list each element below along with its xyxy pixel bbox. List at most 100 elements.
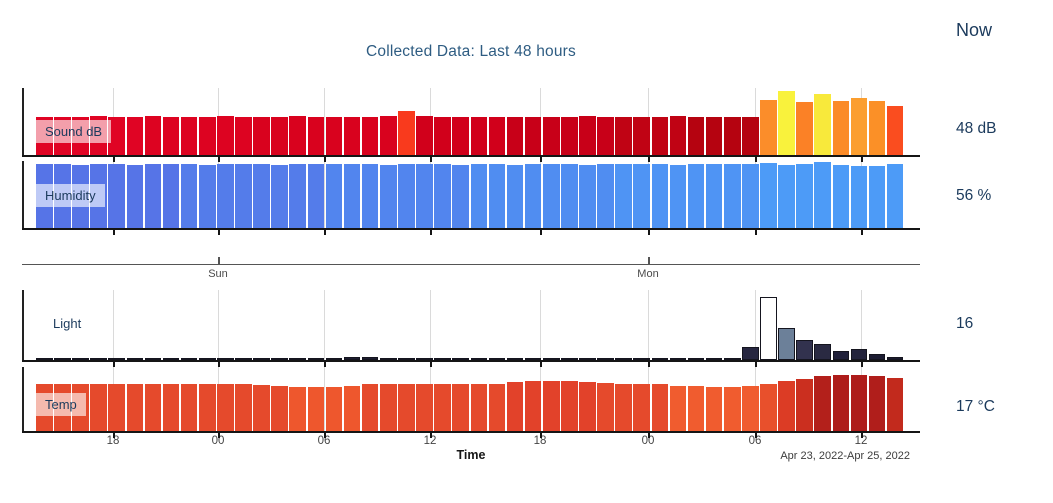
humidity-bar[interactable] bbox=[506, 165, 524, 228]
sound-bar[interactable] bbox=[597, 117, 614, 155]
sound-bar[interactable] bbox=[506, 116, 524, 155]
humidity-bar[interactable] bbox=[597, 164, 614, 228]
sound-bar[interactable] bbox=[615, 116, 632, 155]
humidity-bar[interactable] bbox=[470, 164, 488, 228]
humidity-bar[interactable] bbox=[198, 165, 216, 228]
light-bar[interactable] bbox=[217, 358, 234, 360]
sound-bar[interactable] bbox=[343, 116, 361, 155]
light-bar[interactable] bbox=[126, 358, 144, 360]
light-bar[interactable] bbox=[343, 357, 361, 360]
sound-bar[interactable] bbox=[162, 116, 180, 155]
temp-bar[interactable] bbox=[325, 386, 343, 431]
temp-bar[interactable] bbox=[687, 386, 705, 431]
humidity-bar[interactable] bbox=[343, 164, 361, 228]
sound-bar[interactable] bbox=[886, 106, 904, 155]
light-bar[interactable] bbox=[651, 358, 669, 360]
light-bar[interactable] bbox=[524, 358, 542, 360]
humidity-bar[interactable] bbox=[271, 165, 288, 228]
sound-bar[interactable] bbox=[705, 117, 723, 155]
sound-bar[interactable] bbox=[850, 98, 868, 155]
sound-bar[interactable] bbox=[253, 116, 270, 155]
temp-bar[interactable] bbox=[850, 375, 868, 431]
sound-bar[interactable] bbox=[868, 101, 886, 155]
light-bar[interactable] bbox=[669, 358, 687, 360]
humidity-bar[interactable] bbox=[561, 164, 578, 228]
humidity-bar[interactable] bbox=[488, 164, 506, 228]
sound-bar[interactable] bbox=[687, 117, 705, 155]
sound-bar[interactable] bbox=[488, 117, 506, 155]
light-bar[interactable] bbox=[886, 357, 904, 360]
sound-bar[interactable] bbox=[651, 116, 669, 155]
sound-bar[interactable] bbox=[325, 116, 343, 155]
light-bar[interactable] bbox=[723, 358, 741, 360]
light-bar[interactable] bbox=[470, 358, 488, 360]
humidity-bar[interactable] bbox=[434, 164, 451, 228]
sound-bar[interactable] bbox=[379, 116, 397, 155]
light-bar[interactable] bbox=[542, 358, 560, 360]
humidity-bar[interactable] bbox=[108, 164, 125, 228]
light-bar[interactable] bbox=[325, 357, 343, 360]
light-bar[interactable] bbox=[434, 358, 451, 360]
light-bar[interactable] bbox=[108, 358, 125, 360]
temp-bar[interactable] bbox=[778, 381, 795, 431]
humidity-bar[interactable] bbox=[144, 164, 162, 228]
sound-bar[interactable] bbox=[524, 117, 542, 155]
humidity-bar[interactable] bbox=[633, 164, 651, 228]
temp-bar[interactable] bbox=[633, 384, 651, 431]
sound-bar[interactable] bbox=[144, 116, 162, 155]
humidity-bar[interactable] bbox=[162, 164, 180, 228]
temp-bar[interactable] bbox=[307, 387, 325, 431]
temp-bar[interactable] bbox=[868, 375, 886, 431]
light-bar[interactable] bbox=[271, 358, 288, 360]
temp-bar[interactable] bbox=[705, 386, 723, 431]
temp-bar[interactable] bbox=[198, 384, 216, 431]
sound-bar[interactable] bbox=[307, 116, 325, 155]
sound-bar[interactable] bbox=[579, 116, 596, 155]
light-bar[interactable] bbox=[162, 358, 180, 360]
temp-bar[interactable] bbox=[126, 383, 144, 431]
humidity-bar[interactable] bbox=[217, 164, 234, 228]
temp-bar[interactable] bbox=[217, 383, 234, 431]
temp-bar[interactable] bbox=[506, 381, 524, 431]
temp-bar[interactable] bbox=[361, 384, 379, 431]
sound-bar[interactable] bbox=[217, 116, 234, 155]
light-bar[interactable] bbox=[361, 356, 379, 360]
light-bar[interactable] bbox=[760, 297, 777, 360]
temp-bar[interactable] bbox=[524, 381, 542, 431]
temp-bar[interactable] bbox=[723, 386, 741, 431]
sound-bar[interactable] bbox=[796, 102, 813, 155]
temp-bar[interactable] bbox=[180, 383, 198, 431]
humidity-bar[interactable] bbox=[452, 165, 469, 228]
temp-bar[interactable] bbox=[814, 375, 832, 431]
temp-bar[interactable] bbox=[343, 385, 361, 431]
temp-bar[interactable] bbox=[144, 383, 162, 431]
humidity-bar[interactable] bbox=[615, 164, 632, 228]
temp-bar[interactable] bbox=[579, 381, 596, 431]
sound-bar[interactable] bbox=[778, 91, 795, 155]
sound-bar[interactable] bbox=[669, 116, 687, 155]
sound-bar[interactable] bbox=[198, 116, 216, 155]
light-bar[interactable] bbox=[235, 358, 252, 360]
light-bar[interactable] bbox=[597, 357, 614, 360]
light-bar[interactable] bbox=[796, 340, 813, 360]
light-bar[interactable] bbox=[180, 358, 198, 360]
temp-bar[interactable] bbox=[760, 383, 777, 431]
light-bar[interactable] bbox=[778, 327, 795, 360]
light-bar[interactable] bbox=[90, 358, 107, 360]
light-bar[interactable] bbox=[416, 358, 433, 360]
light-bar[interactable] bbox=[579, 357, 596, 360]
temp-bar[interactable] bbox=[651, 384, 669, 431]
light-bar[interactable] bbox=[289, 358, 307, 360]
light-bar[interactable] bbox=[253, 358, 270, 360]
humidity-bar[interactable] bbox=[307, 164, 325, 228]
sound-bar[interactable] bbox=[434, 117, 451, 155]
humidity-bar[interactable] bbox=[886, 164, 904, 228]
temp-bar[interactable] bbox=[379, 383, 397, 431]
humidity-bar[interactable] bbox=[651, 164, 669, 228]
humidity-bar[interactable] bbox=[524, 164, 542, 228]
sound-bar[interactable] bbox=[760, 100, 777, 155]
humidity-bar[interactable] bbox=[235, 164, 252, 228]
sound-bar[interactable] bbox=[470, 116, 488, 155]
light-bar[interactable] bbox=[452, 358, 469, 360]
humidity-bar[interactable] bbox=[579, 165, 596, 228]
